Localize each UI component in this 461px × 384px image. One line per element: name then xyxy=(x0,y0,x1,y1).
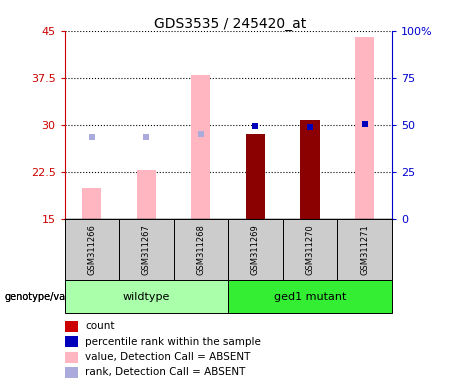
Text: genotype/variation: genotype/variation xyxy=(5,291,97,302)
Text: GSM311268: GSM311268 xyxy=(196,224,206,275)
Text: GSM311271: GSM311271 xyxy=(360,224,369,275)
Text: rank, Detection Call = ABSENT: rank, Detection Call = ABSENT xyxy=(85,367,246,377)
Text: GDS3535 / 245420_at: GDS3535 / 245420_at xyxy=(154,17,307,31)
Text: GSM311270: GSM311270 xyxy=(306,224,314,275)
Bar xyxy=(246,134,265,219)
Bar xyxy=(174,219,228,280)
Bar xyxy=(65,321,78,332)
Bar xyxy=(301,120,319,219)
Bar xyxy=(337,219,392,280)
Text: ged1 mutant: ged1 mutant xyxy=(274,291,346,302)
Bar xyxy=(65,219,119,280)
Bar xyxy=(355,37,374,219)
Bar xyxy=(228,219,283,280)
Text: GSM311266: GSM311266 xyxy=(87,224,96,275)
Bar xyxy=(82,187,101,219)
Bar xyxy=(191,74,211,219)
Text: wildtype: wildtype xyxy=(123,291,170,302)
Text: ▶: ▶ xyxy=(67,291,76,302)
Text: count: count xyxy=(85,321,115,331)
Bar xyxy=(119,219,174,280)
Bar xyxy=(65,336,78,347)
Text: genotype/variation: genotype/variation xyxy=(5,291,97,302)
Text: percentile rank within the sample: percentile rank within the sample xyxy=(85,337,261,347)
Bar xyxy=(283,219,337,280)
Text: GSM311267: GSM311267 xyxy=(142,224,151,275)
Text: value, Detection Call = ABSENT: value, Detection Call = ABSENT xyxy=(85,352,251,362)
Bar xyxy=(65,352,78,362)
Bar xyxy=(137,170,156,219)
Bar xyxy=(65,367,78,378)
Text: GSM311269: GSM311269 xyxy=(251,224,260,275)
Bar xyxy=(65,282,228,311)
